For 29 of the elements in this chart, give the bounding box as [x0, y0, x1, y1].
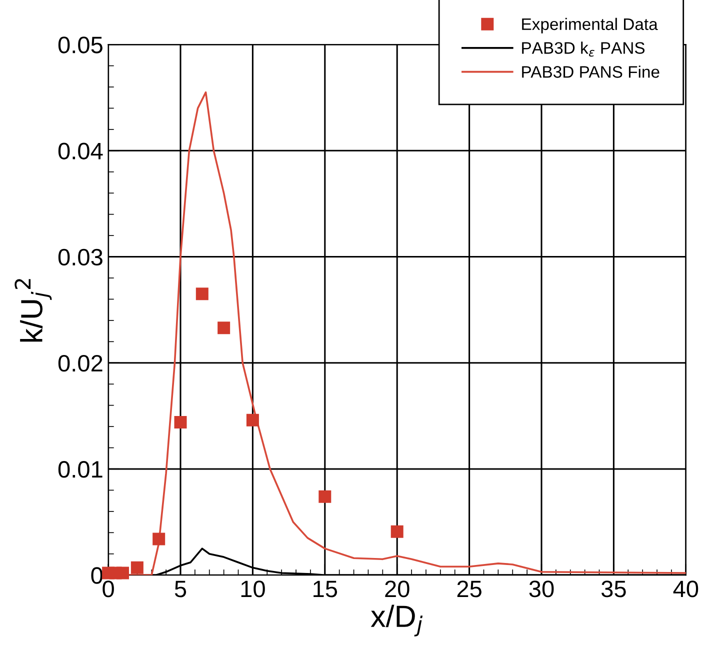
x-axis-title: x/D$_{j}$ — [370, 604, 423, 636]
y-tick-label: 0.02 — [58, 354, 102, 372]
point — [174, 416, 187, 429]
x-tick-label: 35 — [601, 580, 626, 598]
legend-label: PAB3D PANS Fine — [522, 66, 660, 78]
point — [390, 525, 404, 538]
point — [152, 532, 166, 546]
y-tick-label: 0.03 — [58, 248, 102, 266]
point — [196, 288, 208, 300]
point — [116, 566, 129, 580]
y-tick-label: 0 — [91, 567, 103, 584]
x-tick-label: 15 — [314, 580, 338, 598]
legend-label: PAB3D k$_{ε}$ PANS — [522, 42, 645, 57]
x-tick-label: 25 — [457, 580, 482, 598]
x-tick-label: 0 — [102, 580, 114, 598]
y-tick-label: 0.05 — [58, 36, 102, 54]
point — [246, 414, 259, 426]
x-tick-label: 30 — [529, 580, 554, 598]
y-tick-label: 0.01 — [58, 461, 102, 478]
y-axis-title: k/U$_{j}$$^{2}$ — [14, 279, 52, 342]
point — [218, 322, 230, 334]
x-tick-label: 5 — [174, 580, 186, 598]
y-tick-label: 0.04 — [58, 142, 103, 160]
x-tick-label: 20 — [385, 580, 410, 598]
legend-label: Experimental Data — [522, 18, 658, 34]
x-tick-label: 10 — [241, 580, 265, 598]
point — [318, 490, 332, 503]
point — [130, 561, 144, 574]
x-tick-label: 40 — [673, 580, 698, 598]
